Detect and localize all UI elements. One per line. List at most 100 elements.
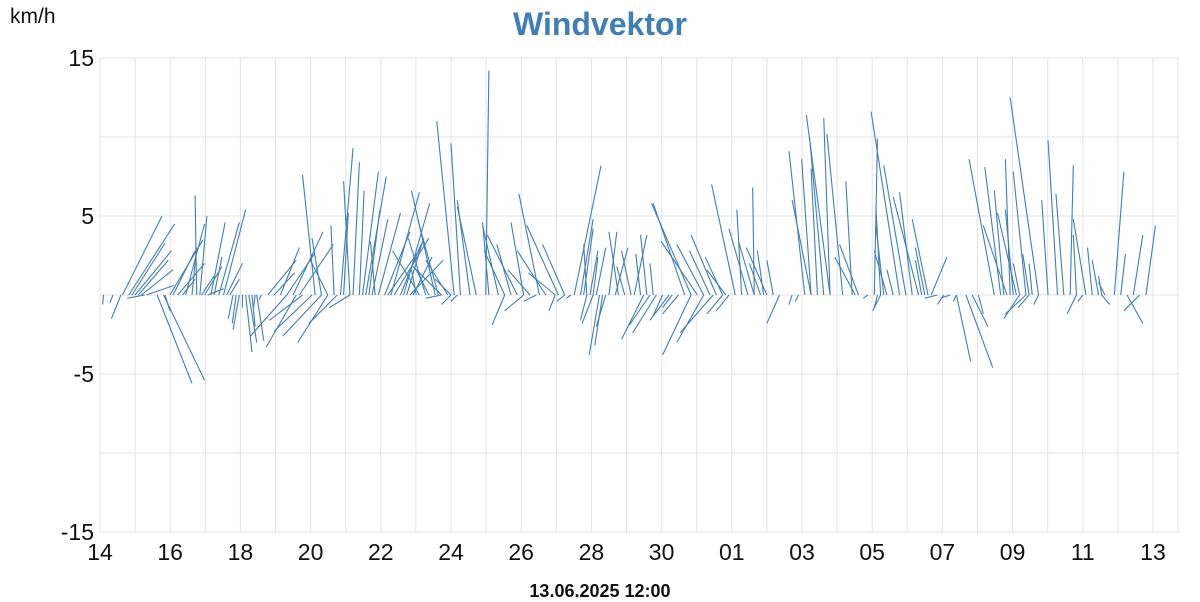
wind-vector — [652, 294, 664, 316]
wind-vector — [621, 250, 632, 296]
wind-vector — [172, 250, 196, 296]
wind-vector — [766, 260, 774, 296]
x-tick-label: 28 — [579, 539, 605, 565]
wind-vector — [516, 250, 547, 296]
wind-vector — [823, 118, 831, 296]
wind-vector — [121, 215, 163, 296]
wind-vector — [483, 250, 506, 296]
wind-vector — [417, 219, 439, 296]
wind-vector — [589, 250, 599, 296]
wind-vector — [1012, 171, 1027, 296]
wind-vector — [128, 223, 176, 296]
wind-vector — [412, 266, 442, 296]
wind-vector — [371, 219, 389, 296]
wind-vector — [425, 294, 442, 299]
wind-vector — [1091, 260, 1100, 296]
wind-vector — [635, 253, 642, 296]
wind-vectors — [102, 70, 1156, 384]
wind-vector — [911, 219, 929, 296]
wind-vector — [1072, 219, 1087, 296]
wind-vector — [679, 294, 714, 334]
wind-vector — [808, 136, 825, 296]
wind-vector — [883, 165, 907, 296]
x-tick-label: 01 — [719, 539, 745, 565]
wind-vector — [870, 111, 901, 296]
x-tick-label: 05 — [859, 539, 885, 565]
wind-vector — [1004, 209, 1014, 296]
wind-vector — [1033, 294, 1040, 305]
wind-vector — [425, 259, 449, 296]
wind-vector — [415, 269, 430, 296]
wind-vector — [565, 294, 572, 299]
wind-vector — [410, 190, 436, 296]
timestamp: 13.06.2025 12:00 — [529, 581, 671, 601]
y-axis-ticks: 15 5 -5 -15 — [61, 45, 94, 545]
wind-vector — [343, 212, 349, 296]
wind-vector — [482, 222, 490, 296]
wind-vector — [1069, 165, 1074, 296]
wind-vector — [141, 269, 174, 296]
x-tick-label: 18 — [228, 539, 254, 565]
wind-vector — [1120, 253, 1126, 296]
wind-vector — [131, 242, 166, 296]
wind-vector — [978, 294, 984, 315]
wind-vector — [1012, 263, 1021, 296]
wind-vector — [886, 269, 894, 296]
wind-vector — [1123, 294, 1141, 312]
wind-vector — [218, 222, 240, 296]
wind-vector — [728, 228, 749, 296]
x-tick-label: 30 — [649, 539, 675, 565]
wind-vector — [163, 294, 206, 381]
wind-vector — [482, 225, 499, 296]
wind-vector — [801, 159, 812, 296]
wind-vector — [410, 269, 417, 296]
wind-vector — [127, 294, 145, 299]
wind-vector — [526, 225, 559, 296]
wind-vector — [873, 250, 888, 296]
wind-vector — [971, 294, 989, 327]
wind-vector — [1022, 253, 1030, 296]
wind-vector — [507, 269, 531, 296]
wind-vector — [862, 294, 869, 299]
wind-vector — [583, 244, 588, 296]
wind-vector — [1126, 294, 1144, 324]
wind-vector — [145, 284, 174, 296]
wind-vector — [269, 294, 303, 321]
wind-vector — [788, 294, 793, 305]
wind-vector — [301, 174, 316, 296]
x-tick-label: 16 — [157, 539, 183, 565]
wind-vector — [496, 244, 512, 296]
wind-vector — [223, 209, 247, 296]
wind-vector — [826, 133, 844, 296]
wind-vector — [365, 176, 387, 296]
wind-vector — [633, 234, 648, 296]
wind-vector — [608, 231, 618, 296]
wind-vector — [523, 294, 537, 302]
wind-vector — [676, 244, 705, 296]
x-tick-label: 13 — [1140, 539, 1166, 565]
wind-vector — [248, 294, 258, 343]
wind-vector — [377, 212, 401, 296]
wind-vector — [548, 294, 556, 312]
wind-vector — [595, 247, 607, 296]
wind-vector — [715, 294, 730, 312]
wind-vector — [134, 250, 172, 296]
wind-vector — [706, 269, 727, 296]
wind-vector — [390, 192, 420, 296]
wind-vector — [251, 294, 256, 327]
wind-vector — [343, 181, 351, 296]
wind-vector — [748, 263, 762, 296]
x-tick-label: 03 — [789, 539, 815, 565]
wind-vector — [200, 275, 215, 296]
wind-vector — [273, 294, 313, 332]
y-tick-label: -15 — [61, 519, 94, 545]
wind-vector — [1041, 200, 1049, 296]
wind-vector — [706, 294, 724, 315]
wind-vector — [330, 225, 335, 296]
wind-vector — [930, 256, 948, 296]
wind-vector — [279, 247, 300, 296]
wind-vector — [579, 219, 594, 296]
wind-vector — [581, 294, 594, 324]
wind-vector — [450, 294, 458, 302]
